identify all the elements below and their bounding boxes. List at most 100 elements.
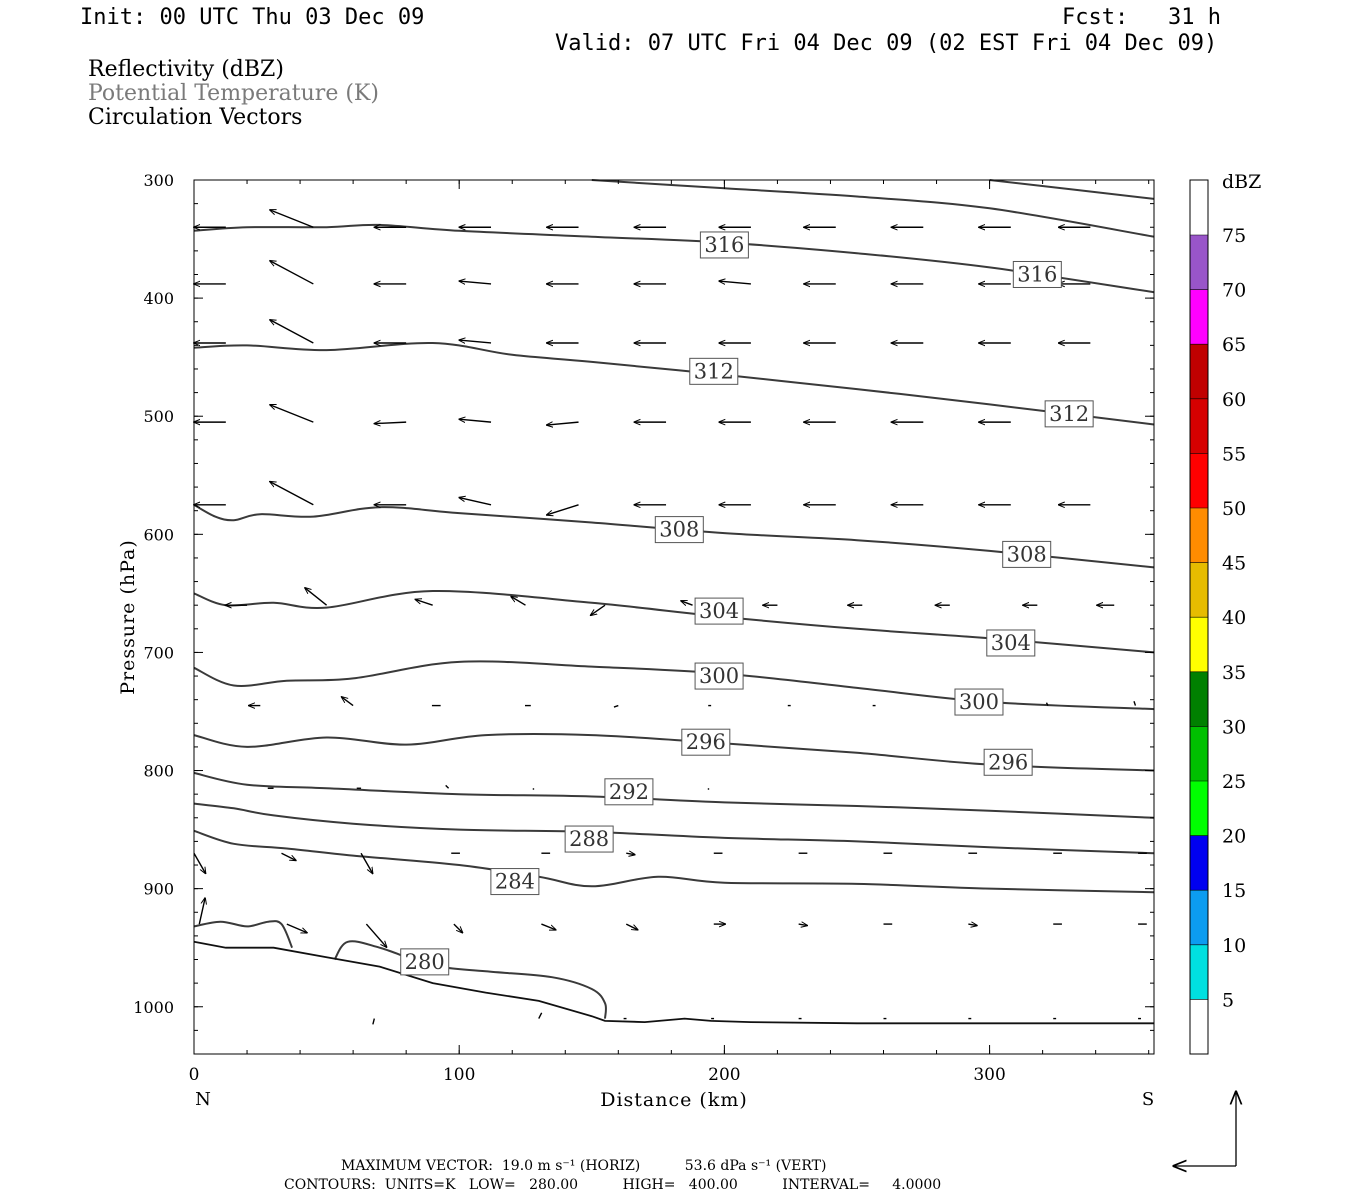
y-tick-label: 500: [143, 407, 174, 426]
circulation-vector: [270, 320, 314, 344]
colorbar-label: 60: [1222, 389, 1246, 411]
theta-contour-label-288: 288: [564, 825, 614, 853]
circulation-vector: [459, 498, 492, 506]
circulation-vector: [415, 599, 433, 606]
x-axis-label: Distance (km): [600, 1089, 748, 1111]
colorbar-label: 50: [1222, 498, 1246, 520]
circulation-vector: [193, 852, 206, 873]
circulation-vector: [445, 784, 450, 789]
theta-contour-label-text: 300: [699, 664, 739, 688]
y-axis: 300 400 500 600 700 800 900 1000: [133, 171, 1154, 1055]
circulation-vector: [281, 852, 297, 860]
circulation-vector: [360, 852, 373, 873]
footer-contours: CONTOURS: UNITS=K LOW= 280.00 HIGH= 400.…: [284, 1177, 942, 1193]
y-tick-label: 800: [143, 762, 174, 781]
plot-frame: [193, 179, 1155, 1055]
colorbar-swatch: [1190, 562, 1208, 618]
circulation-vector: [270, 482, 314, 506]
circulation-vector: [681, 601, 693, 605]
circulation-vector: [1045, 702, 1049, 706]
theta-contour-280: [333, 940, 608, 1019]
y-tick-label: 700: [143, 643, 174, 662]
y-axis-label: Pressure (hPa): [117, 539, 139, 695]
theta-contour-label-text: 312: [1049, 402, 1089, 426]
circulation-vectors: [194, 210, 1147, 1025]
x-tick-label: 0: [189, 1065, 200, 1085]
theta-contour-292: [193, 771, 1155, 819]
field-circulation-vectors: Circulation Vectors: [88, 105, 303, 130]
circulation-vector: [798, 924, 808, 925]
colorbar-swatch: [1190, 398, 1208, 454]
circulation-vector: [459, 419, 492, 422]
colorbar-label: 15: [1222, 880, 1246, 902]
y-tick-label: 900: [143, 880, 174, 899]
colorbar-label: 70: [1222, 280, 1246, 302]
circulation-vector: [374, 422, 407, 423]
colorbar-swatch: [1190, 944, 1208, 1000]
y-tick-label: 600: [143, 525, 174, 544]
x-tick-label: 200: [708, 1065, 740, 1085]
colorbar-swatch: [1190, 180, 1208, 235]
colorbar-label: 30: [1222, 716, 1246, 738]
colorbar-label: 55: [1222, 443, 1246, 465]
colorbar-label: 45: [1222, 553, 1246, 575]
circulation-vector: [511, 596, 526, 606]
theta-contour-316: [193, 223, 1155, 294]
colorbar-label: 20: [1222, 826, 1246, 848]
circulation-vector: [305, 588, 328, 606]
colorbar-label: 65: [1222, 334, 1246, 356]
x-tick-label: 100: [443, 1065, 475, 1085]
colorbar-swatch: [1190, 453, 1208, 508]
circulation-vector: [541, 923, 556, 930]
circulation-vector: [538, 1012, 543, 1019]
x-axis-right-end-label: S: [1142, 1089, 1154, 1110]
colorbar-swatch: [1190, 781, 1208, 836]
theta-contour-312: [193, 341, 1155, 426]
circulation-vector: [459, 281, 492, 284]
circulation-vector: [198, 898, 205, 925]
field-potential-temperature: Potential Temperature (K): [88, 81, 379, 106]
x-tick-label: 300: [973, 1065, 1005, 1085]
circulation-vector: [626, 853, 635, 854]
theta-contours: [193, 179, 1155, 1019]
circulation-vector: [270, 261, 314, 285]
theta-contour-280: [193, 920, 294, 949]
x-axis: 0 100 200 300: [189, 180, 1150, 1085]
theta-contour-label-300: 300: [954, 688, 1004, 716]
theta-contour-label-text: 308: [1007, 542, 1047, 566]
theta-contour-label-280: 280: [400, 948, 450, 976]
circulation-vector: [270, 210, 314, 228]
theta-contour-label-text: 300: [959, 690, 999, 714]
theta-contour-304: [193, 589, 1155, 654]
theta-contour-316: [989, 179, 1155, 200]
theta-contour-300: [193, 660, 1155, 711]
colorbar-label: 35: [1222, 662, 1246, 684]
colorbar-label: 40: [1222, 607, 1246, 629]
theta-contour-label-316: 316: [699, 231, 749, 259]
circulation-vector: [342, 697, 354, 707]
y-tick-label: 300: [143, 171, 174, 190]
circulation-vector: [968, 924, 977, 925]
circulation-vector: [459, 340, 492, 343]
theta-contour-label-296: 296: [681, 728, 731, 756]
x-axis-left-end-label: N: [195, 1089, 211, 1110]
colorbar-swatch: [1190, 999, 1208, 1054]
circulation-vector: [613, 704, 619, 708]
y-tick-label: 1000: [133, 998, 174, 1017]
colorbar-swatch: [1190, 726, 1208, 781]
theta-contour-label-304: 304: [694, 597, 744, 625]
theta-contour-label-text: 292: [609, 780, 649, 804]
circulation-vector: [547, 422, 579, 425]
theta-contour-284: [193, 829, 1155, 894]
theta-contour-label-text: 284: [495, 870, 535, 894]
theta-contour-label-316: 316: [1012, 260, 1062, 288]
colorbar-label: 5: [1222, 989, 1234, 1011]
field-reflectivity: Reflectivity (dBZ): [88, 57, 284, 82]
colorbar-swatch: [1190, 344, 1208, 399]
theta-contour-316: [591, 179, 1155, 238]
circulation-vector: [453, 923, 463, 933]
theta-contour-label-292: 292: [604, 778, 654, 806]
colorbar-swatch: [1190, 890, 1208, 945]
theta-contour-label-text: 308: [659, 518, 699, 542]
